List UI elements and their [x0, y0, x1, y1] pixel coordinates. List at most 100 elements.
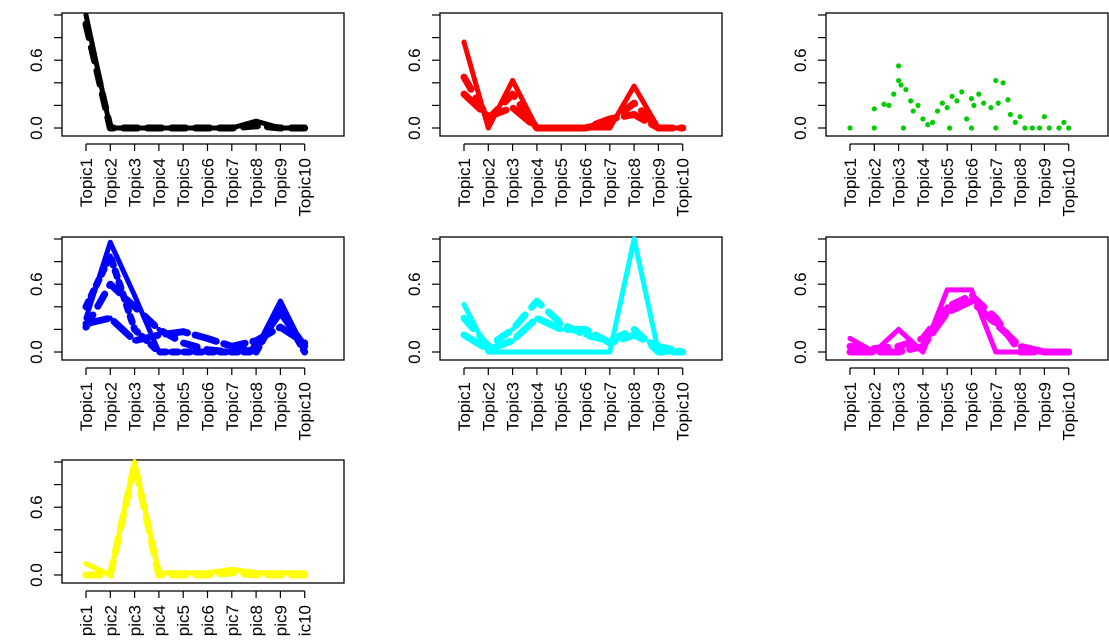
data-point	[180, 340, 186, 346]
data-point	[83, 321, 89, 327]
plot-frame	[825, 12, 1109, 137]
data-point	[83, 572, 89, 578]
x-tick-label: Topic4	[914, 382, 933, 431]
data-point	[655, 349, 661, 355]
x-tick-label: Topic4	[150, 158, 169, 207]
series-line	[83, 459, 308, 578]
x-tick-label: Topic10	[1060, 158, 1079, 217]
x-tick-label: Topic9	[649, 158, 668, 207]
x-tick-label: Topic4	[528, 158, 547, 207]
x-tick-label: Topic10	[296, 158, 315, 217]
data-point	[988, 105, 994, 111]
data-point	[461, 91, 467, 97]
data-point	[954, 98, 960, 104]
data-point	[631, 83, 637, 89]
y-tick-label: 0.0	[27, 116, 46, 140]
data-point	[132, 304, 138, 310]
data-point	[607, 116, 613, 122]
data-point	[205, 335, 210, 341]
panel-4: 0.0 0.6 Topic1 Topic2 Topic3 Topic4 Topic5 Topi…	[27, 236, 345, 441]
data-point	[107, 315, 113, 321]
x-tick-label: Topic7	[223, 158, 242, 207]
data-point	[277, 324, 283, 330]
series-line	[846, 297, 1073, 356]
data-point	[461, 315, 467, 321]
data-point	[969, 298, 974, 304]
data-point	[881, 101, 887, 107]
data-point	[229, 349, 235, 355]
x-tick-label: Topic9	[1035, 158, 1054, 207]
y-tick-label: 0.6	[27, 495, 46, 519]
data-point	[1029, 125, 1035, 131]
x-tick-label: Topic3	[126, 605, 145, 636]
data-point	[607, 125, 613, 131]
data-point	[1017, 349, 1023, 355]
data-point	[896, 77, 902, 84]
y-tick-label: 0.0	[405, 116, 424, 140]
data-point	[896, 326, 902, 332]
x-tick-label: Topic10	[296, 382, 315, 441]
x-tick-label: Topic8	[247, 382, 266, 431]
data-point	[461, 39, 467, 45]
data-point	[461, 302, 467, 308]
data-point	[583, 125, 588, 131]
data-point	[229, 125, 235, 131]
x-tick-label: Topic7	[223, 382, 242, 431]
x-tick-label: Topic5	[938, 382, 957, 431]
data-point	[132, 326, 138, 332]
data-point	[302, 572, 308, 578]
data-point	[510, 338, 516, 344]
data-point	[1007, 111, 1013, 118]
data-point	[959, 89, 965, 95]
data-point	[925, 122, 931, 128]
x-tick-label: Topic6	[199, 158, 218, 207]
y-tick-label: 0.6	[791, 272, 810, 296]
data-point	[607, 349, 613, 355]
x-tick-label: Topic3	[126, 158, 145, 207]
x-tick-label: Topic7	[987, 158, 1006, 207]
data-point	[510, 91, 516, 97]
data-point	[964, 116, 970, 122]
x-tick-label: Topic2	[101, 158, 120, 207]
data-point	[1066, 349, 1072, 355]
data-point	[993, 125, 999, 131]
x-tick-label: Topic5	[552, 158, 571, 207]
data-point	[510, 349, 516, 355]
x-tick-label: Topic1	[455, 158, 474, 207]
data-point	[83, 561, 89, 567]
series-line	[461, 236, 686, 355]
x-tick-label: Topic1	[455, 382, 474, 431]
x-tick-label: Topic7	[601, 382, 620, 431]
x-tick-label: Topic6	[577, 382, 596, 431]
data-point	[205, 572, 210, 578]
x-tick-label: Topic5	[552, 382, 571, 431]
x-tick-label: Topic6	[963, 158, 982, 207]
data-point	[847, 349, 853, 355]
data-point	[534, 125, 540, 131]
data-point	[253, 349, 259, 355]
data-point	[981, 100, 987, 106]
data-point	[847, 335, 853, 341]
plot-frame	[61, 12, 345, 137]
data-point	[1012, 119, 1018, 125]
plot-frame	[439, 12, 723, 137]
data-point	[631, 332, 637, 338]
x-tick-label: Topic8	[1011, 382, 1030, 431]
data-point	[180, 572, 186, 578]
x-tick-label: Topic10	[1060, 382, 1079, 441]
x-tick-label: Topic1	[841, 382, 860, 431]
x-tick-label: Topic4	[150, 605, 169, 636]
data-point	[1046, 125, 1052, 131]
x-tick-label: Topic6	[199, 605, 218, 636]
data-point	[229, 570, 235, 576]
data-point	[510, 105, 516, 111]
x-tick-label: Topic4	[528, 382, 547, 431]
data-point	[944, 309, 950, 315]
plot-frame	[439, 236, 723, 361]
panel-5: 0.0 0.6 Topic1 Topic2 Topic3 Topic4 Topic5 Topi…	[405, 236, 723, 441]
data-point	[993, 321, 999, 327]
series-line	[83, 12, 308, 131]
x-tick-label: Topic2	[865, 382, 884, 431]
data-point	[205, 349, 210, 355]
series-line	[82, 252, 309, 356]
